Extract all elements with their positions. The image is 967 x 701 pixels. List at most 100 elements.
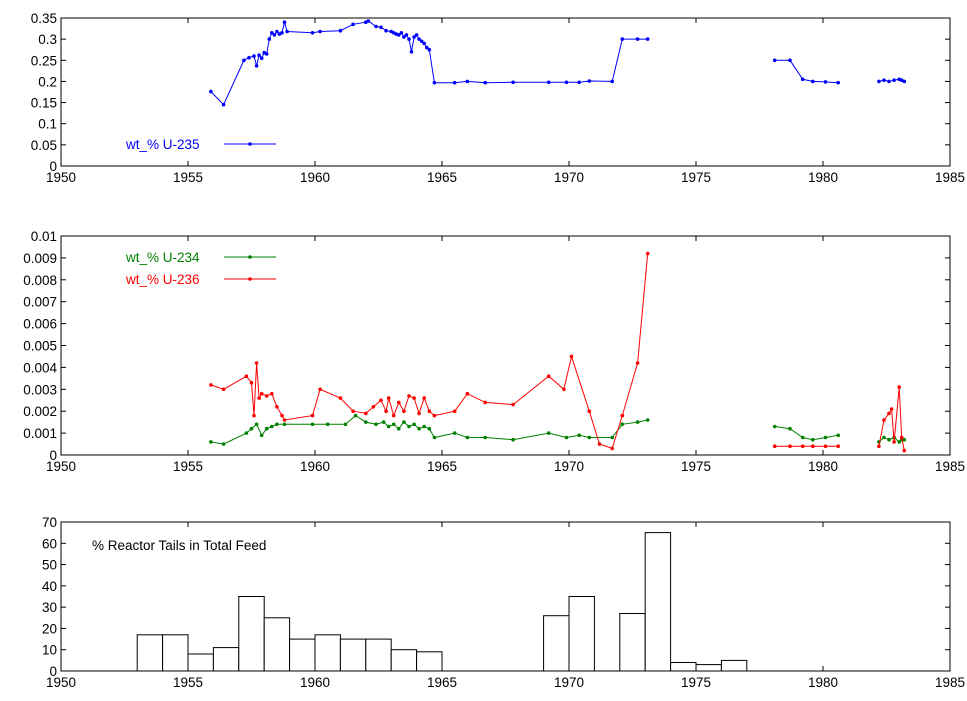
x-tick-label: 1950 xyxy=(46,459,76,474)
data-point xyxy=(244,374,249,379)
data-point xyxy=(465,435,470,440)
data-point xyxy=(823,80,828,84)
data-point xyxy=(620,413,625,418)
data-point xyxy=(902,448,907,453)
data-point xyxy=(417,411,421,416)
bar xyxy=(263,617,291,672)
bar xyxy=(390,649,418,672)
data-point xyxy=(338,396,343,400)
data-point xyxy=(257,53,261,57)
y-tick-label: 0.35 xyxy=(31,11,57,26)
data-point xyxy=(465,79,470,84)
data-point xyxy=(882,435,886,440)
data-point xyxy=(577,433,581,438)
y-tick-label: 0.3 xyxy=(38,32,57,47)
data-point xyxy=(897,385,901,389)
y-tick-label: 0.004 xyxy=(23,360,57,375)
data-point xyxy=(272,33,277,37)
data-point xyxy=(425,45,429,50)
data-point xyxy=(836,433,840,438)
x-tick-label: 1955 xyxy=(173,170,203,185)
data-point xyxy=(877,79,881,84)
y-tick-label: 0.007 xyxy=(23,295,57,310)
data-point xyxy=(379,398,383,403)
y-tick-label: 50 xyxy=(42,558,57,573)
data-point xyxy=(882,418,886,422)
data-point xyxy=(452,80,457,85)
data-point xyxy=(409,50,414,54)
y-tick-label: 0.001 xyxy=(23,426,57,441)
data-point xyxy=(247,55,251,60)
data-point xyxy=(465,391,470,396)
chart-panel-1: 1950 1955 1960 1965 1970 1975 1980 1985 0 0.05 0.1… xyxy=(31,11,965,185)
data-point xyxy=(427,409,432,414)
data-point xyxy=(422,424,427,429)
data-point xyxy=(635,361,640,365)
legend-marker xyxy=(248,142,252,146)
data-point xyxy=(325,422,330,427)
data-point xyxy=(402,35,406,39)
bar xyxy=(543,615,570,672)
y-tick-label: 40 xyxy=(42,579,57,594)
data-point xyxy=(282,418,287,422)
data-point xyxy=(452,431,457,435)
x-tick-label: 1980 xyxy=(808,170,838,185)
data-point xyxy=(275,29,279,34)
data-point xyxy=(252,413,256,418)
data-point xyxy=(772,444,777,449)
data-point xyxy=(620,422,625,427)
data-point xyxy=(364,411,368,416)
y-tick-label: 70 xyxy=(42,515,57,530)
data-point xyxy=(391,413,396,418)
data-point xyxy=(902,79,907,84)
data-point xyxy=(351,22,355,27)
bar xyxy=(416,651,443,672)
plot-frame xyxy=(60,17,951,167)
data-point xyxy=(386,396,391,400)
bar xyxy=(365,638,392,672)
data-point xyxy=(374,24,378,29)
data-point xyxy=(597,442,602,446)
y-tick-label: 0.01 xyxy=(31,229,57,244)
data-point xyxy=(412,396,416,400)
data-point xyxy=(483,400,488,405)
data-point xyxy=(402,420,406,424)
data-point xyxy=(635,37,640,41)
bar xyxy=(670,662,697,672)
data-point xyxy=(899,435,904,440)
legend-label: wt_% U-236 xyxy=(125,272,200,287)
data-point xyxy=(275,405,279,409)
data-point xyxy=(877,444,881,449)
data-point xyxy=(280,413,284,418)
data-point xyxy=(836,444,840,449)
data-point xyxy=(811,79,815,84)
x-tick-label: 1960 xyxy=(300,459,330,474)
legend-label: wt_% U-235 xyxy=(125,137,200,152)
data-point xyxy=(282,422,287,427)
data-point xyxy=(432,435,437,440)
data-point xyxy=(371,405,376,409)
data-point xyxy=(254,361,259,365)
data-point xyxy=(577,80,581,85)
x-tick-label: 1985 xyxy=(935,675,965,690)
data-point xyxy=(511,437,515,442)
data-point xyxy=(892,78,896,82)
y-tick-label: 30 xyxy=(42,600,57,615)
data-point xyxy=(645,37,650,41)
data-point xyxy=(422,396,427,400)
y-tick-label: 0.005 xyxy=(23,339,57,354)
x-tick-label: 1955 xyxy=(173,675,203,690)
x-tick-label: 1970 xyxy=(554,170,584,185)
data-point xyxy=(412,422,416,427)
plot-frame xyxy=(60,521,951,672)
data-point xyxy=(610,446,614,451)
series-line xyxy=(210,253,649,450)
data-point xyxy=(811,437,815,442)
data-point xyxy=(788,58,792,63)
data-point xyxy=(587,409,592,414)
data-point xyxy=(620,37,625,41)
x-tick-label: 1950 xyxy=(46,170,76,185)
data-point xyxy=(811,444,815,449)
x-tick-label: 1950 xyxy=(46,675,76,690)
